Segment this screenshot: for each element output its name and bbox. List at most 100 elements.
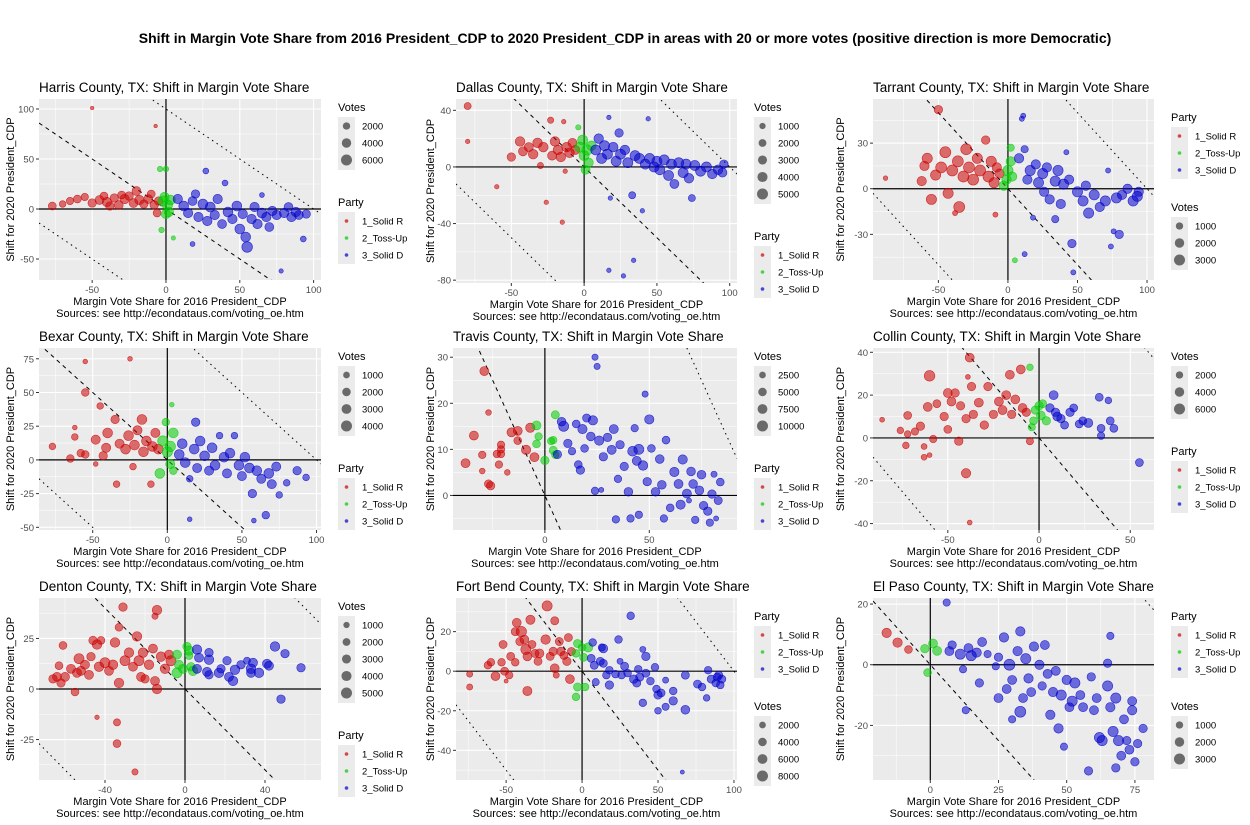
- data-point: [1021, 407, 1031, 417]
- data-point: [460, 458, 471, 469]
- data-point: [628, 191, 637, 200]
- data-point: [222, 656, 232, 666]
- data-point: [942, 187, 954, 199]
- data-point: [932, 645, 942, 656]
- legend-label: 2000: [1195, 239, 1216, 250]
- y-tick-label: -80: [437, 276, 451, 287]
- data-point: [269, 641, 281, 652]
- data-point: [160, 208, 171, 220]
- data-point: [1007, 409, 1017, 419]
- data-point: [702, 694, 711, 702]
- data-point: [1042, 669, 1053, 679]
- data-point: [503, 678, 509, 684]
- legend-key-point: [341, 670, 352, 682]
- x-tick-label: -50: [504, 288, 518, 299]
- data-point: [1066, 695, 1078, 707]
- data-point: [571, 692, 581, 702]
- legend-key-point: [1175, 721, 1184, 729]
- data-point: [231, 200, 243, 212]
- data-point: [1116, 750, 1127, 761]
- data-point: [1096, 424, 1106, 433]
- data-point: [974, 164, 986, 177]
- data-point: [187, 516, 193, 522]
- data-point: [688, 194, 696, 202]
- legend-key-point: [759, 721, 766, 729]
- legend-label: 1_Solid R: [1195, 132, 1236, 143]
- data-point: [904, 430, 912, 438]
- data-point: [1016, 364, 1026, 375]
- legend-key-point: [341, 138, 352, 148]
- data-point: [1099, 195, 1111, 207]
- legend-label: 2_Toss-Up: [362, 500, 407, 511]
- legend-label: 2_Toss-Up: [362, 767, 407, 778]
- y-axis-label: Shift for 2020 President_CDP: [835, 117, 847, 261]
- legend-label: 1000: [362, 621, 383, 632]
- chart-panel-2: Dallas County, TX: Shift in Margin Vote …: [425, 80, 823, 323]
- y-tick-label: 25: [23, 634, 34, 645]
- legend-key-point: [342, 122, 351, 130]
- data-point: [686, 466, 696, 477]
- data-point: [236, 660, 246, 670]
- data-point: [184, 651, 194, 660]
- data-point: [227, 675, 239, 687]
- legend-label: 4000: [362, 139, 383, 150]
- data-point: [686, 497, 692, 504]
- data-point: [550, 410, 560, 420]
- data-point: [140, 674, 150, 684]
- data-point: [1001, 684, 1012, 694]
- data-point: [1037, 681, 1047, 691]
- data-point: [642, 477, 652, 487]
- data-point: [939, 411, 949, 422]
- data-point: [1078, 702, 1088, 713]
- data-point: [547, 116, 555, 124]
- data-point: [953, 201, 966, 213]
- legend-title: Votes: [1171, 202, 1199, 214]
- data-point: [641, 668, 651, 678]
- y-tick-label: 0: [863, 433, 868, 444]
- data-point: [479, 467, 486, 475]
- data-point: [1040, 640, 1050, 650]
- data-point: [1059, 742, 1068, 751]
- caption: Sources: see http://econdataus.com/votin…: [56, 308, 304, 320]
- legend-label: 1_Solid R: [778, 483, 819, 494]
- data-point: [623, 669, 632, 678]
- data-point: [1022, 174, 1033, 185]
- data-point: [552, 449, 562, 459]
- data-point: [177, 438, 188, 449]
- y-tick-label: 20: [440, 627, 451, 638]
- legend-key-point: [342, 387, 351, 397]
- data-point: [591, 353, 599, 361]
- data-point: [301, 209, 311, 219]
- legend-title: Votes: [338, 102, 366, 114]
- data-point: [58, 200, 67, 208]
- legend-key-point: [344, 769, 349, 773]
- legend-votes: Votes 1000 2000 3000 4000 5000: [338, 601, 383, 703]
- data-point: [650, 487, 661, 497]
- legend-party: Party 1_Solid R 2_Toss-Up 3_Solid D: [754, 463, 823, 530]
- data-point: [1086, 672, 1096, 682]
- data-point: [136, 414, 148, 425]
- data-point: [590, 144, 602, 156]
- legend-label: 4000: [362, 422, 383, 433]
- data-point: [1080, 180, 1091, 191]
- data-point: [212, 193, 223, 205]
- data-point: [1005, 156, 1016, 167]
- data-point: [534, 648, 545, 659]
- y-tick-label: -20: [437, 706, 451, 717]
- data-point: [497, 658, 506, 667]
- data-point: [48, 201, 57, 211]
- data-point: [81, 388, 90, 397]
- data-point: [1069, 677, 1081, 689]
- data-point: [531, 420, 542, 431]
- data-point: [565, 674, 575, 684]
- legend-key-point: [760, 270, 765, 274]
- y-tick-label: 40: [440, 106, 451, 117]
- data-point: [131, 186, 142, 196]
- data-point: [165, 655, 177, 667]
- data-point: [266, 479, 277, 490]
- data-point: [137, 647, 149, 658]
- x-axis-label: Margin Vote Share for 2016 President_CDP: [73, 796, 286, 808]
- data-point: [932, 399, 942, 408]
- data-point: [259, 192, 265, 198]
- data-point: [205, 201, 216, 213]
